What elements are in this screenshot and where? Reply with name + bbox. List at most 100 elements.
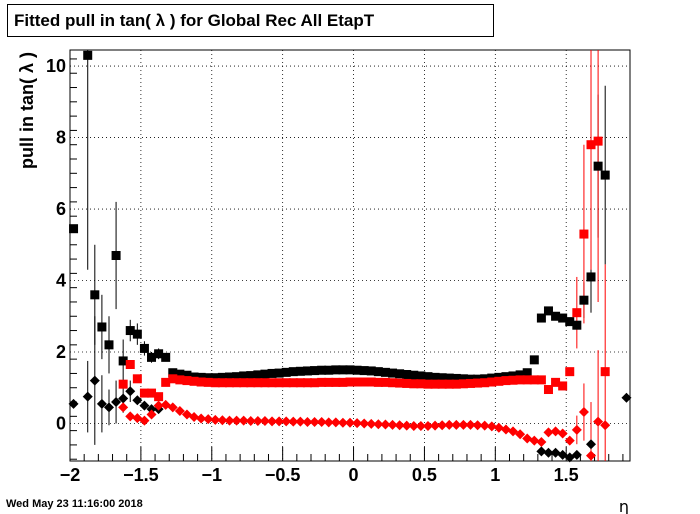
x-tick-label: −0.5 — [265, 465, 301, 485]
data-point-square — [217, 372, 227, 382]
axis-ticks — [69, 58, 624, 461]
data-point-diamond — [89, 375, 100, 386]
data-point-square — [366, 366, 376, 376]
data-point-square — [324, 365, 334, 375]
data-point-diamond — [465, 419, 476, 430]
data-point-square — [154, 349, 164, 359]
data-point-square — [423, 379, 433, 389]
data-point-diamond — [500, 424, 511, 435]
data-point-diamond — [543, 427, 554, 438]
data-point-diamond — [401, 420, 412, 431]
data-point-diamond — [288, 416, 299, 427]
data-point-square — [402, 378, 412, 388]
data-point-square — [175, 375, 185, 385]
plot-frame — [69, 49, 631, 462]
data-point-diamond — [224, 415, 235, 426]
data-point-square — [317, 365, 327, 375]
data-point-square — [522, 368, 532, 378]
data-point-square — [543, 306, 553, 316]
data-point-square — [224, 378, 234, 388]
data-point-square — [380, 367, 390, 377]
data-point-square — [586, 140, 596, 150]
data-point-square — [338, 377, 348, 387]
data-point-square — [295, 378, 305, 388]
data-point-square — [359, 377, 369, 387]
data-point-square — [274, 378, 284, 388]
data-point-diamond — [281, 416, 292, 427]
data-point-square — [132, 374, 142, 384]
x-tick-label: −2 — [60, 465, 81, 485]
data-point-square — [536, 313, 546, 323]
data-point-diamond — [359, 418, 370, 429]
data-point-diamond — [82, 391, 93, 402]
data-point-diamond — [132, 395, 143, 406]
data-point-square — [345, 365, 355, 375]
data-point-square — [572, 308, 582, 318]
y-axis-title: pull in tan( λ ) — [17, 52, 37, 169]
data-point-diamond — [217, 415, 228, 426]
data-point-diamond — [68, 398, 79, 409]
data-point-square — [558, 381, 568, 391]
x-tick-label: 0 — [349, 465, 359, 485]
data-point-square — [416, 371, 426, 381]
data-point-diamond — [103, 402, 114, 413]
data-point-diamond — [231, 415, 242, 426]
data-point-square — [388, 378, 398, 388]
data-point-diamond — [203, 414, 214, 425]
data-point-diamond — [238, 415, 249, 426]
data-point-square — [551, 311, 561, 321]
data-point-diamond — [167, 402, 178, 413]
data-point-square — [189, 376, 199, 386]
data-point-square — [310, 378, 320, 388]
data-point-square — [522, 375, 532, 385]
x-tick-label: 0.5 — [412, 465, 437, 485]
data-point-diamond — [486, 421, 497, 432]
data-point-square — [437, 373, 447, 383]
data-point-square — [111, 251, 121, 260]
data-point-diamond — [472, 420, 483, 431]
data-point-square — [359, 366, 369, 376]
data-point-square — [324, 377, 334, 387]
data-point-square — [203, 373, 213, 383]
data-point-diamond — [96, 398, 107, 409]
data-point-diamond — [139, 400, 150, 411]
data-point-square — [501, 376, 511, 386]
data-point-diamond — [337, 417, 348, 428]
data-point-diamond — [515, 429, 526, 440]
x-tick-label: −1.5 — [123, 465, 159, 485]
data-point-diamond — [345, 417, 355, 428]
data-point-square — [267, 368, 277, 378]
data-point-diamond — [571, 449, 582, 460]
data-point-square — [593, 161, 603, 171]
data-point-diamond — [174, 405, 185, 416]
data-point-square — [182, 376, 192, 386]
data-point-diamond — [430, 420, 441, 431]
data-point-square — [210, 373, 220, 383]
data-point-diamond — [387, 419, 398, 430]
x-tick-label: −1 — [202, 465, 223, 485]
data-point-diamond — [380, 419, 391, 430]
y-tick-label: 4 — [56, 271, 66, 291]
data-point-diamond — [408, 420, 419, 431]
data-point-square — [203, 377, 213, 387]
data-point-diamond — [621, 392, 632, 403]
data-point-square — [132, 329, 142, 339]
chart-title: Fitted pull in tan( λ ) for Global Rec A… — [14, 11, 375, 30]
data-point-square — [515, 375, 525, 385]
y-tick-label: 10 — [46, 56, 66, 76]
data-point-square — [338, 365, 348, 375]
data-point-square — [331, 365, 341, 375]
data-point-diamond — [125, 386, 136, 397]
data-point-square — [182, 370, 192, 380]
data-point-diamond — [493, 422, 504, 433]
data-point-diamond — [118, 393, 129, 404]
data-point-diamond — [125, 411, 136, 422]
data-point-square — [302, 366, 312, 376]
data-point-square — [515, 370, 525, 380]
data-point-square — [232, 372, 242, 382]
data-point-square — [529, 375, 539, 385]
data-point-square — [168, 374, 178, 384]
data-point-square — [373, 377, 383, 387]
data-point-square — [451, 373, 461, 383]
data-point-diamond — [146, 404, 157, 415]
